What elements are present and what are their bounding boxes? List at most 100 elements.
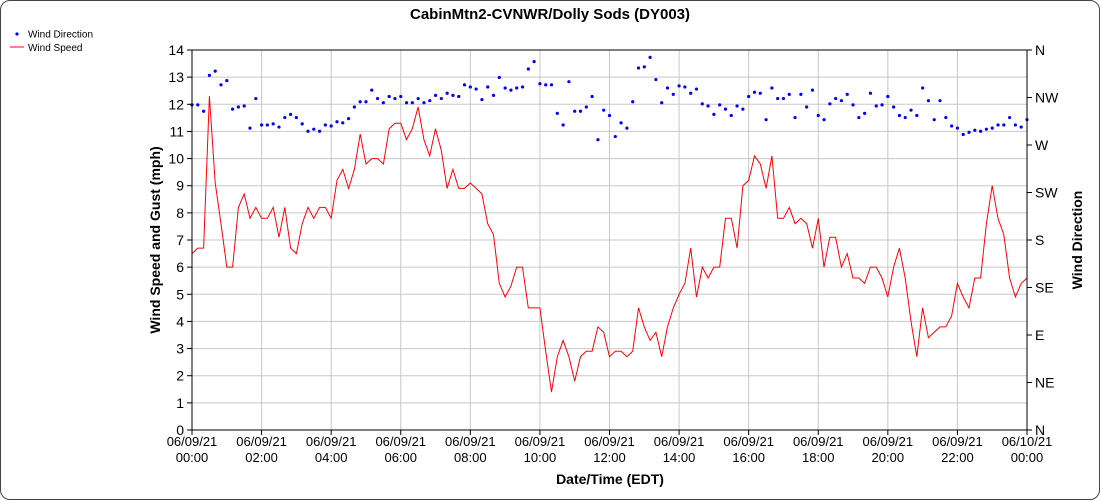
- x-tick-time: 00:00: [176, 450, 209, 465]
- wind-direction-point: [399, 94, 403, 99]
- wind-direction-point: [741, 107, 745, 111]
- legend: Wind Direction Wind Speed: [10, 30, 93, 54]
- wind-direction-point: [944, 115, 948, 120]
- wind-direction-point: [660, 101, 664, 105]
- wind-direction-point: [451, 93, 455, 97]
- y2-tick-label: N: [1035, 422, 1045, 438]
- gridlines: [192, 50, 1027, 430]
- wind-direction-point: [416, 96, 420, 101]
- x-tick-date: 06/09/21: [236, 434, 287, 449]
- wind-direction-point: [903, 115, 907, 120]
- y-tick-label: 3: [176, 341, 184, 357]
- wind-direction-point: [433, 93, 438, 97]
- wind-direction-point: [816, 113, 820, 118]
- x-tick-date: 06/09/21: [584, 434, 635, 449]
- y-tick-label: 0: [176, 422, 184, 438]
- chart-title: CabinMtn2-CVNWR/Dolly Sods (DY003): [410, 6, 690, 23]
- wind-direction-point: [961, 132, 965, 137]
- wind-direction-point: [265, 123, 269, 127]
- wind-direction-point: [538, 82, 542, 86]
- wind-direction-point: [845, 92, 849, 96]
- y2-tick-label: E: [1035, 327, 1044, 343]
- wind-direction-point: [886, 94, 890, 99]
- wind-direction-point: [654, 77, 658, 82]
- wind-direction-point: [967, 130, 971, 134]
- wind-direction-point: [921, 86, 925, 90]
- wind-direction-point: [480, 98, 484, 102]
- wind-direction-point: [694, 87, 699, 91]
- wind-direction-point: [636, 66, 641, 70]
- wind-direction-point: [288, 112, 293, 116]
- wind-direction-point: [990, 126, 994, 130]
- wind-direction-point: [515, 86, 519, 90]
- y2-tick-label: S: [1035, 232, 1044, 248]
- wind-direction-point: [596, 138, 600, 142]
- wind-direction-point: [242, 104, 246, 108]
- x-tick-time: 02:00: [245, 450, 278, 465]
- wind-direction-point: [619, 121, 623, 125]
- y-tick-label: 10: [168, 151, 184, 167]
- x-tick-time: 18:00: [802, 450, 835, 465]
- wind-direction-point: [497, 75, 501, 80]
- y-tick-label: 8: [176, 205, 184, 221]
- wind-direction-point: [631, 100, 635, 104]
- wind-direction-point: [950, 124, 954, 128]
- wind-direction-point: [219, 83, 223, 87]
- wind-direction-point: [718, 103, 722, 107]
- wind-direction-point: [868, 91, 873, 95]
- y-tick-label: 4: [176, 313, 184, 329]
- wind-direction-point: [926, 99, 931, 103]
- wind-direction-point: [271, 122, 275, 126]
- y-tick-label: 6: [176, 259, 184, 275]
- wind-direction-point: [805, 105, 809, 109]
- wind-direction-point: [526, 67, 530, 71]
- wind-direction-point: [196, 103, 200, 107]
- wind-direction-point: [938, 99, 942, 103]
- wind-direction-point: [381, 101, 385, 105]
- wind-direction-point: [857, 115, 861, 120]
- wind-direction-point: [578, 109, 583, 113]
- wind-direction-point: [1008, 115, 1012, 120]
- wind-direction-point: [735, 104, 739, 108]
- wind-direction-point: [909, 108, 913, 112]
- x-tick-date: 06/09/21: [723, 434, 774, 449]
- x-tick-date: 06/09/21: [445, 434, 496, 449]
- wind-direction-point: [787, 92, 791, 96]
- x-tick-date: 06/09/21: [793, 434, 844, 449]
- legend-item-wind-direction[interactable]: Wind Direction: [15, 30, 93, 41]
- wind-direction-point: [590, 94, 594, 99]
- wind-direction-point: [799, 92, 803, 96]
- wind-direction-point: [364, 100, 368, 104]
- wind-direction-point: [457, 94, 461, 99]
- y2-tick-label: SE: [1035, 280, 1054, 296]
- wind-direction-point: [387, 94, 391, 99]
- wind-direction-point: [828, 102, 832, 106]
- legend-item-wind-speed[interactable]: Wind Speed: [10, 43, 82, 54]
- wind-direction-point: [996, 123, 1000, 127]
- wind-direction-point: [462, 83, 467, 87]
- wind-direction-point: [712, 112, 716, 116]
- wind-direction-point: [341, 121, 345, 125]
- wind-direction-point: [549, 83, 554, 87]
- wind-direction-point: [468, 85, 472, 89]
- wind-direction-point: [445, 91, 449, 95]
- axes: 01234567891011121314NNEESESSWWNWN06/09/2…: [167, 42, 1059, 465]
- wind-direction-point: [254, 96, 258, 101]
- wind-direction-point: [428, 99, 432, 103]
- x-tick-date: 06/09/21: [167, 434, 218, 449]
- legend-label-speed: Wind Speed: [28, 43, 82, 54]
- x-tick-date: 06/09/21: [515, 434, 566, 449]
- wind-direction-point: [683, 85, 687, 89]
- wind-direction-point: [613, 134, 617, 139]
- wind-direction-point: [700, 102, 704, 106]
- wind-direction-point: [955, 126, 960, 130]
- y-tick-label: 9: [176, 178, 184, 194]
- wind-direction-point: [236, 105, 240, 109]
- wind-direction-point: [839, 99, 844, 103]
- wind-direction-point: [689, 91, 693, 95]
- wind-direction-point: [747, 94, 751, 99]
- wind-direction-point: [561, 123, 565, 127]
- wind-direction-point: [491, 93, 496, 97]
- y2-tick-label: SW: [1035, 185, 1058, 201]
- wind-direction-point: [317, 129, 322, 133]
